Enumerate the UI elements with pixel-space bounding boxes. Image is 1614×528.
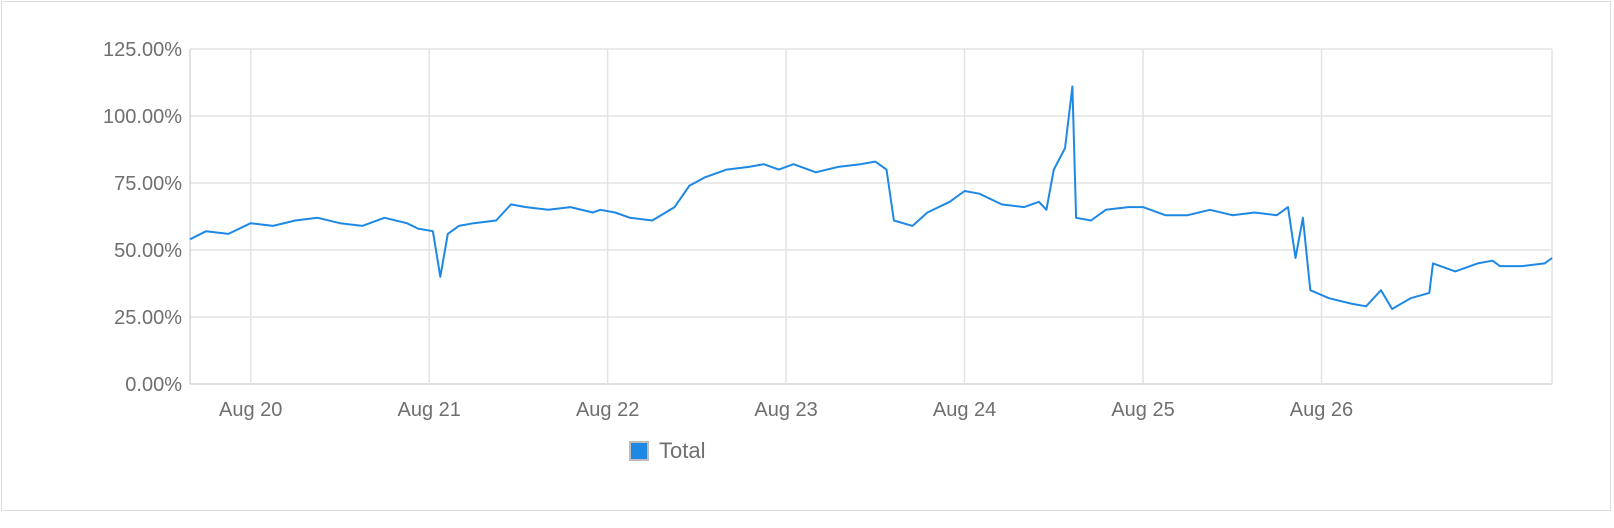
x-tick-label: Aug 21: [397, 399, 460, 421]
x-tick-label: Aug 26: [1290, 399, 1353, 421]
y-tick-label: 25.00%: [114, 307, 182, 329]
x-tick-label: Aug 20: [219, 399, 282, 421]
y-tick-label: 0.00%: [125, 374, 182, 396]
x-tick-label: Aug 23: [754, 399, 817, 421]
series-line-total: [189, 85, 1553, 310]
x-axis: Aug 20 Aug 21 Aug 22 Aug 23 Aug 24 Aug 25 Aug …: [219, 399, 1353, 421]
legend-label-total: Total: [659, 438, 706, 463]
x-tick-label: Aug 22: [576, 399, 639, 421]
x-tick-label: Aug 24: [933, 399, 996, 421]
legend-swatch-total[interactable]: [629, 441, 649, 461]
y-axis: 0.00% 25.00% 50.00% 75.00% 100.00% 125.00%: [103, 39, 182, 396]
y-tick-label: 100.00%: [103, 106, 182, 128]
x-tick-label: Aug 25: [1111, 399, 1174, 421]
y-tick-label: 50.00%: [114, 240, 182, 262]
legend[interactable]: Total: [629, 438, 705, 464]
y-tick-label: 125.00%: [103, 39, 182, 61]
chart-card: 0.00% 25.00% 50.00% 75.00% 100.00% 125.00% Au…: [1, 1, 1611, 511]
grid-layer: [189, 48, 1553, 385]
line-chart: 0.00% 25.00% 50.00% 75.00% 100.00% 125.00% Au…: [103, 39, 1553, 421]
y-tick-label: 75.00%: [114, 173, 182, 195]
series-layer: [189, 85, 1553, 310]
legend-color-total: [631, 443, 647, 459]
